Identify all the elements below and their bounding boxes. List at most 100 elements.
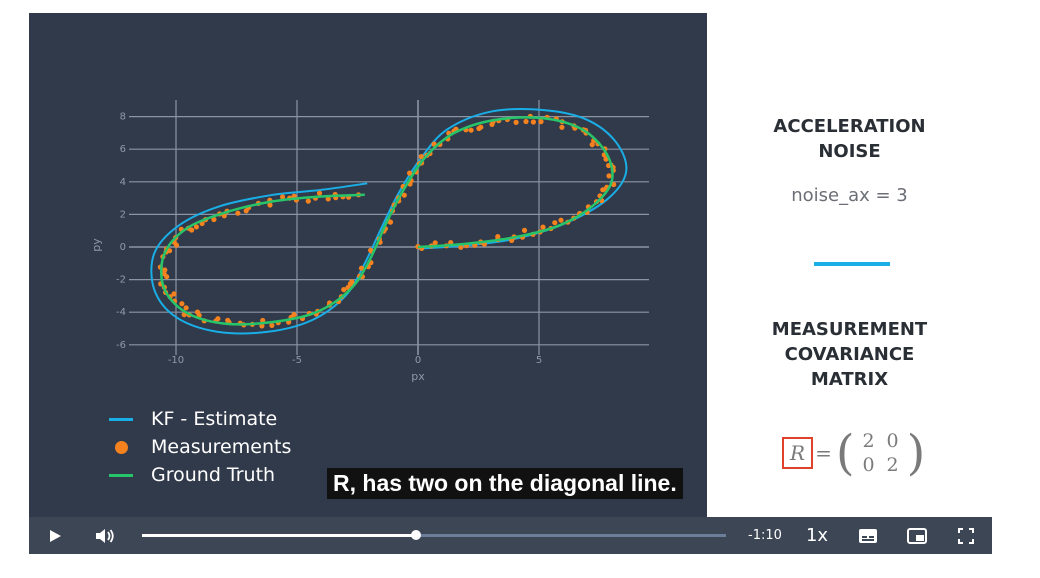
measurement-point (235, 210, 241, 216)
y-tick-label: -4 (116, 307, 126, 318)
measurement-point (225, 317, 231, 323)
measurement-covariance-heading: MEASUREMENT COVARIANCE MATRIX (707, 317, 992, 392)
kf-estimate-line (150, 108, 628, 335)
measurement-point (211, 216, 217, 223)
covariance-matrix: R = ( 2 0 0 2 ) (782, 426, 925, 480)
measurement-point (162, 267, 168, 273)
measurement-point (432, 240, 438, 246)
fullscreen-button[interactable] (952, 517, 980, 554)
measurement-point (280, 194, 286, 200)
trajectory-plot: -10 -5 0 5 8 6 4 2 0 -2 -4 -6 py px (90, 100, 649, 383)
legend-swatch-ground-truth (109, 473, 133, 477)
measurement-point (552, 220, 558, 226)
subtitle-caption: R, has two on the diagonal line. (327, 468, 683, 499)
y-axis-label: py (90, 238, 103, 252)
x-tick-label: -5 (292, 355, 302, 366)
measurement-point (325, 196, 331, 202)
player-controls: -1:10 1x (29, 517, 992, 554)
measurement-point (538, 119, 544, 125)
legend-label: Measurements (151, 436, 292, 458)
matrix-cell: 0 (862, 454, 875, 476)
x-axis-label: px (411, 370, 425, 383)
slide-plot-area: -10 -5 0 5 8 6 4 2 0 -2 -4 -6 py px KF - Estimate M… (29, 13, 707, 517)
y-tick-label: -6 (116, 340, 126, 351)
measurement-point (489, 121, 495, 127)
measurement-point (513, 119, 519, 125)
measurement-point (418, 154, 424, 160)
matrix-symbol-highlight: R (782, 437, 814, 469)
matrix-values: 2 0 0 2 (855, 429, 907, 477)
progress-fill (142, 534, 417, 537)
measurement-point (269, 322, 275, 328)
measurement-point (189, 227, 195, 233)
legend-item-estimate: KF - Estimate (109, 405, 291, 433)
volume-button[interactable] (91, 517, 119, 554)
play-button[interactable] (41, 517, 69, 554)
measurement-point (559, 124, 565, 130)
measurement-point (606, 173, 612, 179)
slide-notes-panel: ACCELERATION NOISE noise_ax = 3 MEASUREM… (707, 13, 992, 517)
plot-grid (129, 100, 649, 355)
y-tick-label: 8 (120, 112, 126, 123)
left-paren-icon: ( (835, 425, 855, 481)
legend-swatch-measurements (114, 440, 128, 454)
measurement-point (305, 198, 311, 204)
y-tick-label: 2 (120, 209, 126, 220)
picture-in-picture-icon (907, 527, 927, 544)
time-remaining: -1:10 (748, 528, 782, 543)
legend-item-ground-truth: Ground Truth (109, 461, 291, 489)
measurement-point (358, 265, 365, 271)
divider (814, 262, 890, 266)
measurement-point (171, 291, 177, 297)
measurement-point (521, 227, 528, 233)
heading-line: MEASUREMENT (771, 319, 928, 340)
matrix-cell: 0 (886, 430, 899, 452)
play-icon (50, 529, 61, 542)
matrix-cell: 2 (886, 454, 899, 476)
plot-legend: KF - Estimate Measurements Ground Truth (109, 405, 291, 489)
captions-icon (859, 528, 877, 543)
x-tick-label: 0 (415, 355, 421, 366)
measurement-point (530, 119, 536, 125)
noise-value: noise_ax = 3 (791, 185, 908, 206)
legend-swatch-estimate (109, 417, 133, 421)
ground-truth-line (159, 116, 614, 326)
measurement-point (523, 118, 529, 125)
legend-label: Ground Truth (151, 464, 276, 486)
acceleration-noise-heading: ACCELERATION NOISE (707, 114, 992, 164)
matrix-cell: 2 (862, 430, 875, 452)
measurement-point (259, 323, 265, 329)
progress-bar[interactable] (142, 530, 726, 540)
fullscreen-icon (958, 527, 974, 544)
heading-line: COVARIANCE (784, 344, 915, 365)
measurement-point (401, 192, 407, 198)
measurement-point (193, 224, 199, 230)
picture-in-picture-button[interactable] (903, 517, 931, 554)
legend-label: KF - Estimate (151, 408, 278, 430)
measurement-point (341, 287, 347, 293)
right-paren-icon: ) (906, 425, 926, 481)
progress-handle[interactable] (411, 530, 422, 540)
measurement-point (267, 202, 273, 208)
measurement-point (558, 217, 564, 223)
playback-speed-button[interactable]: 1x (805, 525, 829, 546)
measurement-point (387, 219, 394, 225)
plot-tick-labels: -10 -5 0 5 8 6 4 2 0 -2 -4 -6 (116, 112, 542, 366)
video-player[interactable]: -10 -5 0 5 8 6 4 2 0 -2 -4 -6 py px KF - Estimate M… (29, 13, 992, 554)
y-tick-label: 6 (120, 144, 126, 155)
legend-item-measurements: Measurements (109, 433, 291, 461)
measurement-point (476, 125, 482, 132)
measurement-point (167, 248, 173, 254)
measurement-point (179, 301, 185, 307)
y-tick-label: 0 (120, 242, 126, 253)
measurement-point (468, 127, 474, 133)
measurement-point (316, 190, 323, 196)
heading-line: NOISE (818, 141, 881, 162)
measurement-point (194, 309, 201, 315)
volume-icon (96, 528, 114, 543)
heading-line: MATRIX (810, 369, 889, 390)
y-tick-label: -2 (116, 275, 126, 286)
measurement-point (540, 224, 546, 230)
captions-button[interactable] (854, 517, 882, 554)
y-tick-label: 4 (120, 177, 126, 188)
